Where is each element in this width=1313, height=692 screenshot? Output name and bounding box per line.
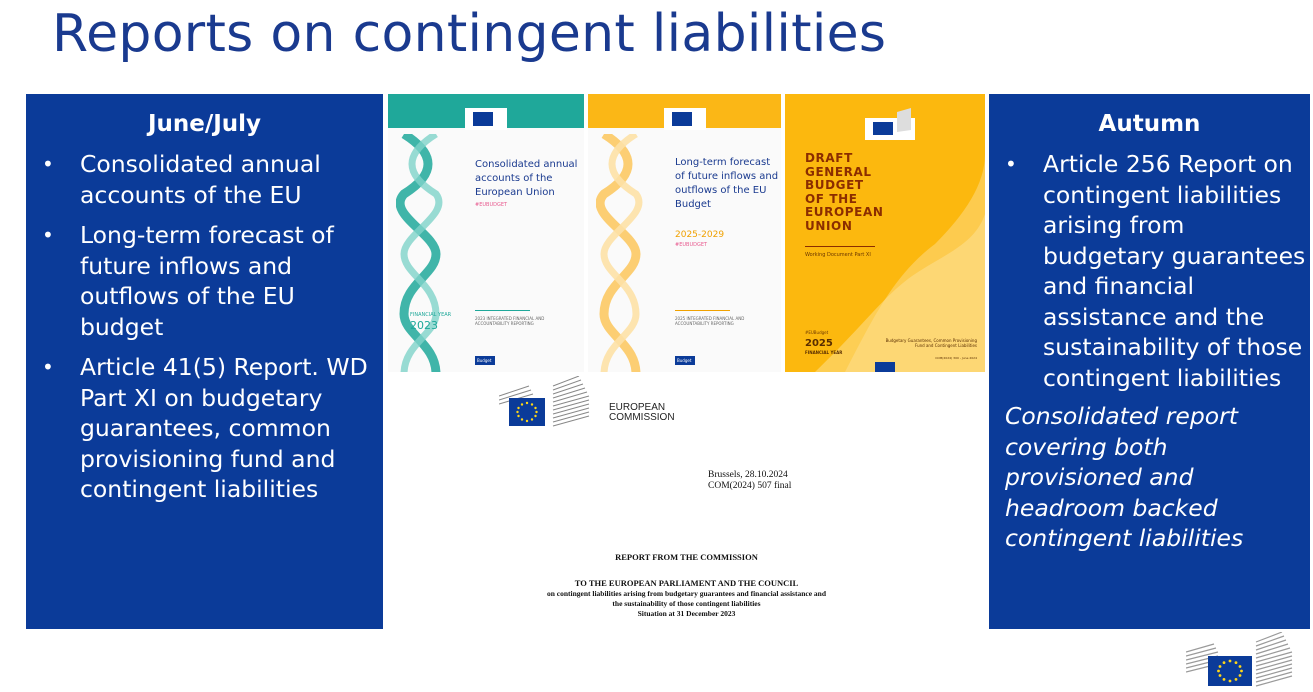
organisation-name: EUROPEAN COMMISSION <box>609 402 675 423</box>
document-subject: on contingent liabilities arising from b… <box>546 589 827 618</box>
cover-title: Long-term forecast of future inflows and… <box>675 157 779 210</box>
wave-graphic-icon <box>815 154 985 372</box>
ec-logo-icon <box>663 108 706 130</box>
panel-heading: June/July <box>147 111 262 137</box>
list-item: • Article 41(5) Report. WD Part XI on bud… <box>42 353 368 503</box>
june-july-panel: June/July • Consolidated annual accounts … <box>26 94 383 629</box>
document-addressee: TO THE EUROPEAN PARLIAMENT AND THE COUNC… <box>574 578 799 588</box>
list-item: • Long-term forecast of future inflows an… <box>42 221 334 341</box>
bullet-icon: • <box>1005 152 1017 176</box>
ec-logo-icon <box>465 108 507 130</box>
european-commission-logo-icon <box>1186 632 1293 687</box>
bullet-list: • Article 256 Report on contingent liabil… <box>1005 149 1310 393</box>
document-heading: REPORT FROM THE COMMISSION <box>615 552 758 562</box>
page-title: Reports on contingent liabilities <box>52 4 887 64</box>
cover-title: Consolidated annual accounts of the Euro… <box>475 159 578 198</box>
helix-graphic-icon <box>396 134 443 372</box>
panel-heading: Autumn <box>1098 111 1201 137</box>
cover-annual-accounts: Consolidated annual accounts of the Euro… <box>388 94 584 372</box>
cover-long-term-forecast: Long-term forecast of future inflows and… <box>588 94 781 372</box>
bullet-icon: • <box>42 223 54 247</box>
bullet-icon: • <box>42 152 54 176</box>
bullet-list: • Consolidated annual accounts of the EU … <box>42 149 383 505</box>
helix-graphic-icon <box>596 134 643 372</box>
cover-title: DRAFT GENERAL BUDGET OF THE EUROPEAN UNI… <box>805 151 884 233</box>
list-item: • Article 256 Report on contingent liabil… <box>1005 150 1306 392</box>
commission-report-document: EUROPEAN COMMISSION Brussels, 28.10.2024… <box>388 372 985 634</box>
bullet-icon: • <box>42 355 54 379</box>
list-item: • Consolidated annual accounts of the EU <box>42 150 321 209</box>
autumn-panel: Autumn • Article 256 Report on contingent… <box>989 94 1310 629</box>
panel-note: Consolidated report covering both provis… <box>1005 402 1244 552</box>
document-reference: Brussels, 28.10.2024 COM(2024) 507 final <box>708 470 792 491</box>
cover-draft-budget: DRAFT GENERAL BUDGET OF THE EUROPEAN UNI… <box>785 94 985 372</box>
ec-logo-icon <box>865 108 915 140</box>
european-commission-logo-icon <box>499 376 590 427</box>
